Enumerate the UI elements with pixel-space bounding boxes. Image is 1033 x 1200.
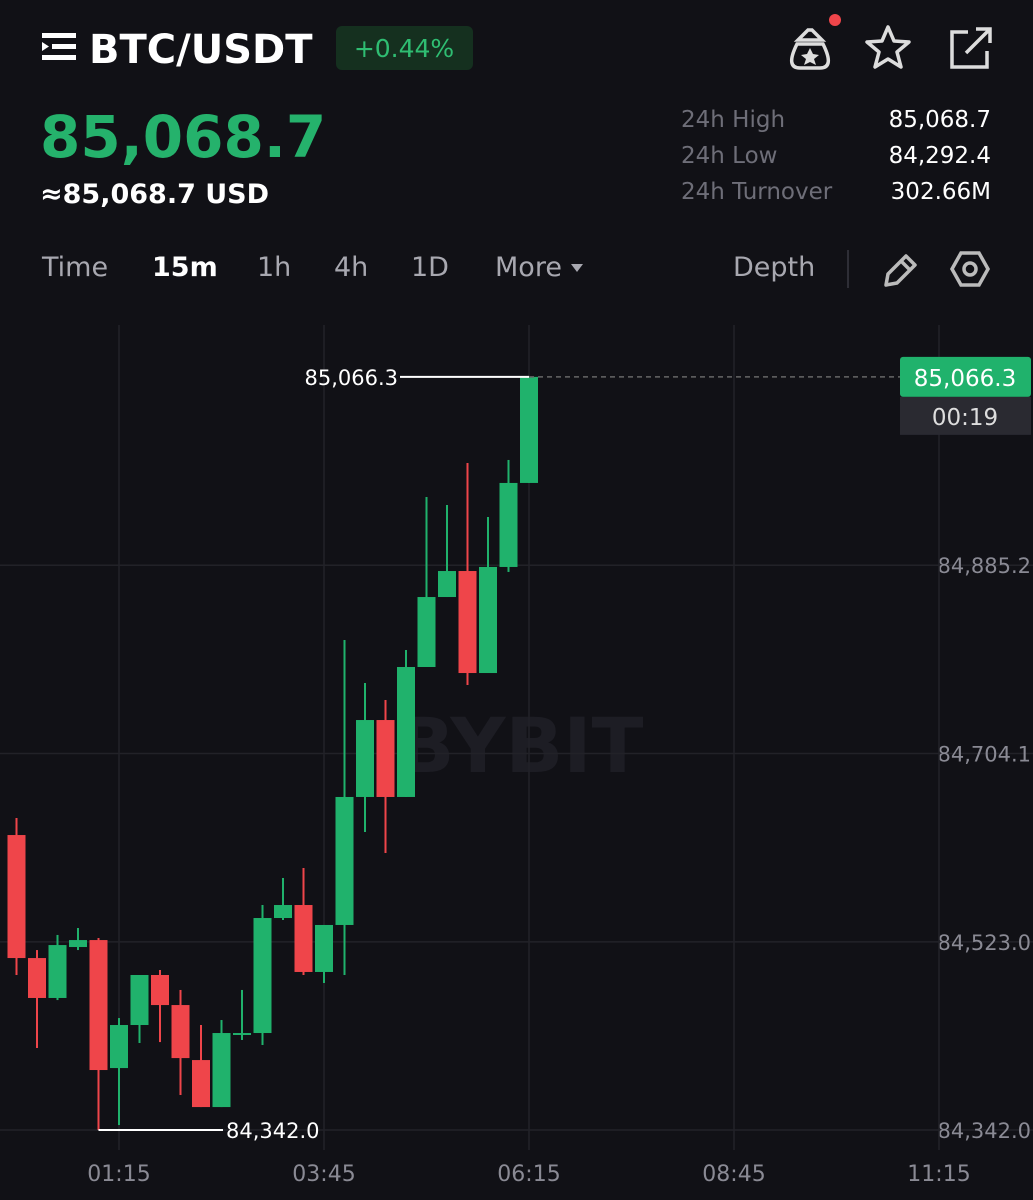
pencil: [884, 254, 917, 287]
candle-body: [458, 571, 477, 674]
bag-top: [793, 28, 827, 42]
draw-icon[interactable]: [884, 254, 917, 287]
stat-label: 24h High: [681, 107, 785, 133]
settings-icon[interactable]: [949, 251, 991, 287]
high-label: 85,066.3: [304, 366, 398, 390]
candle-body: [356, 720, 374, 797]
candle-body: [151, 974, 169, 1006]
candle-body: [69, 940, 87, 948]
menu-bar: [52, 44, 76, 49]
x-tick-label: 08:45: [702, 1162, 765, 1187]
y-tick-label: 84,885.2: [937, 554, 1031, 578]
menu-arrow: [42, 42, 49, 51]
dropdown-arrow: [571, 264, 583, 272]
candle-body: [130, 974, 149, 1026]
depth-tab[interactable]: Depth: [733, 252, 815, 283]
candle-body: [89, 940, 108, 1071]
candle-body: [520, 376, 538, 483]
tab[interactable]: 4h: [334, 252, 368, 283]
x-tick-label: 06:15: [497, 1162, 560, 1187]
watermark: BYBIT: [397, 701, 644, 790]
low-label: 84,342.0: [226, 1119, 320, 1143]
x-tick-label: 01:15: [87, 1162, 150, 1187]
x-tick-label: 03:45: [292, 1162, 355, 1187]
notification-dot: [829, 14, 841, 26]
y-tick-label: 84,342.0: [937, 1119, 1031, 1143]
candle-body: [212, 1033, 231, 1108]
candle-body: [479, 566, 497, 674]
tab[interactable]: More: [495, 252, 562, 283]
tab-active[interactable]: 15m: [152, 252, 218, 283]
y-tick-label: 84,523.0: [937, 931, 1031, 955]
candle-body: [438, 571, 456, 598]
countdown: 00:19: [932, 405, 998, 431]
change-badge: [336, 26, 473, 70]
candle-body: [376, 720, 395, 797]
last-price-tag: [900, 356, 1031, 397]
menu-icon[interactable]: [42, 33, 76, 60]
tab[interactable]: 1h: [257, 252, 291, 283]
stat-value: 85,068.7: [889, 107, 991, 133]
candle-body: [171, 1005, 190, 1059]
candle-body: [417, 597, 436, 667]
candle-body: [274, 905, 292, 919]
share-icon[interactable]: [950, 27, 992, 69]
candle-body: [7, 835, 26, 959]
bag-star: [801, 48, 819, 65]
hexagon: [949, 251, 991, 287]
share-arrow: [964, 27, 992, 55]
stat-label: 24h Low: [681, 143, 777, 169]
candle-body: [110, 1025, 128, 1069]
rewards-icon[interactable]: [790, 28, 830, 70]
change: +0.44%: [354, 34, 454, 63]
candle-body: [48, 945, 67, 998]
tab[interactable]: 1D: [411, 252, 449, 283]
candle-body: [28, 958, 46, 998]
last-price: 85,068.7: [40, 103, 326, 171]
share-box: [950, 30, 989, 69]
favorite-icon[interactable]: [865, 25, 911, 69]
bag-body: [790, 42, 830, 70]
candle-body: [192, 1060, 210, 1108]
symbol[interactable]: BTC/USDT: [89, 27, 313, 73]
x-tick-label: 11:15: [907, 1162, 970, 1187]
candlestick-chart: BYBIT 84,342.0 84,523.0 84,704.1 84,885.2 01:…: [0, 325, 1033, 1187]
candle-body: [233, 1033, 251, 1035]
candle-body: [499, 482, 518, 567]
candle-body: [335, 796, 354, 925]
tab[interactable]: Time: [41, 252, 108, 283]
stat-value: 84,292.4: [889, 143, 991, 169]
y-tick-label: 84,704.1: [937, 743, 1031, 767]
menu-bar: [42, 33, 76, 38]
price-usd: ≈85,068.7 USD: [40, 179, 269, 210]
stat-label: 24h Turnover: [681, 179, 833, 205]
gear-center: [962, 261, 978, 277]
candle-body: [315, 924, 333, 972]
menu-bar: [42, 55, 76, 60]
countdown-tag: [900, 396, 1031, 435]
stat-value: 302.66M: [891, 179, 991, 205]
candle-body: [294, 905, 313, 972]
last-price-label: 85,066.3: [914, 366, 1016, 392]
candle-body: [397, 666, 415, 797]
candle-body: [253, 918, 272, 1034]
